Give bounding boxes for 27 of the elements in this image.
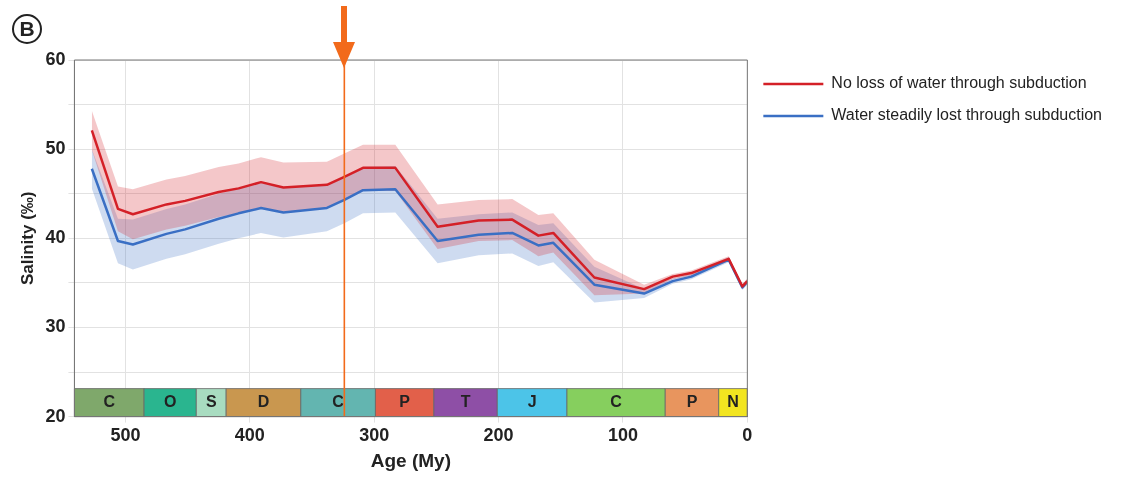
band-label: P [399, 393, 411, 411]
x-tick-label: 300 [359, 425, 390, 446]
y-tick-label: 30 [45, 316, 66, 337]
y-tick-label: 50 [45, 138, 66, 159]
y-tick-label: 40 [45, 227, 66, 248]
x-tick-label: 400 [234, 425, 265, 446]
band-label: N [727, 393, 739, 411]
band-label: P [686, 393, 698, 411]
x-tick-label: 0 [742, 425, 753, 446]
band-label: C [610, 393, 623, 411]
x-tick-label: 100 [607, 425, 638, 446]
y-tick-label: 20 [45, 405, 66, 426]
x-axis-title: Age (My) [370, 449, 451, 471]
legend-label: Water steadily lost through subduction [831, 106, 1103, 124]
band-label: S [205, 393, 217, 411]
band-label: T [460, 393, 471, 411]
legend-label: No loss of water through subduction [831, 74, 1087, 92]
x-tick-label: 200 [483, 425, 514, 446]
x-tick-label: 500 [110, 425, 141, 446]
band-label: D [257, 393, 270, 411]
band-label: C [332, 393, 345, 411]
y-axis-title: Salinity (‰) [17, 191, 37, 286]
y-tick-label: 60 [45, 48, 66, 69]
band-label: O [163, 393, 177, 411]
band-label: C [103, 393, 116, 411]
text: B [12, 14, 42, 44]
band-label: J [527, 393, 537, 411]
